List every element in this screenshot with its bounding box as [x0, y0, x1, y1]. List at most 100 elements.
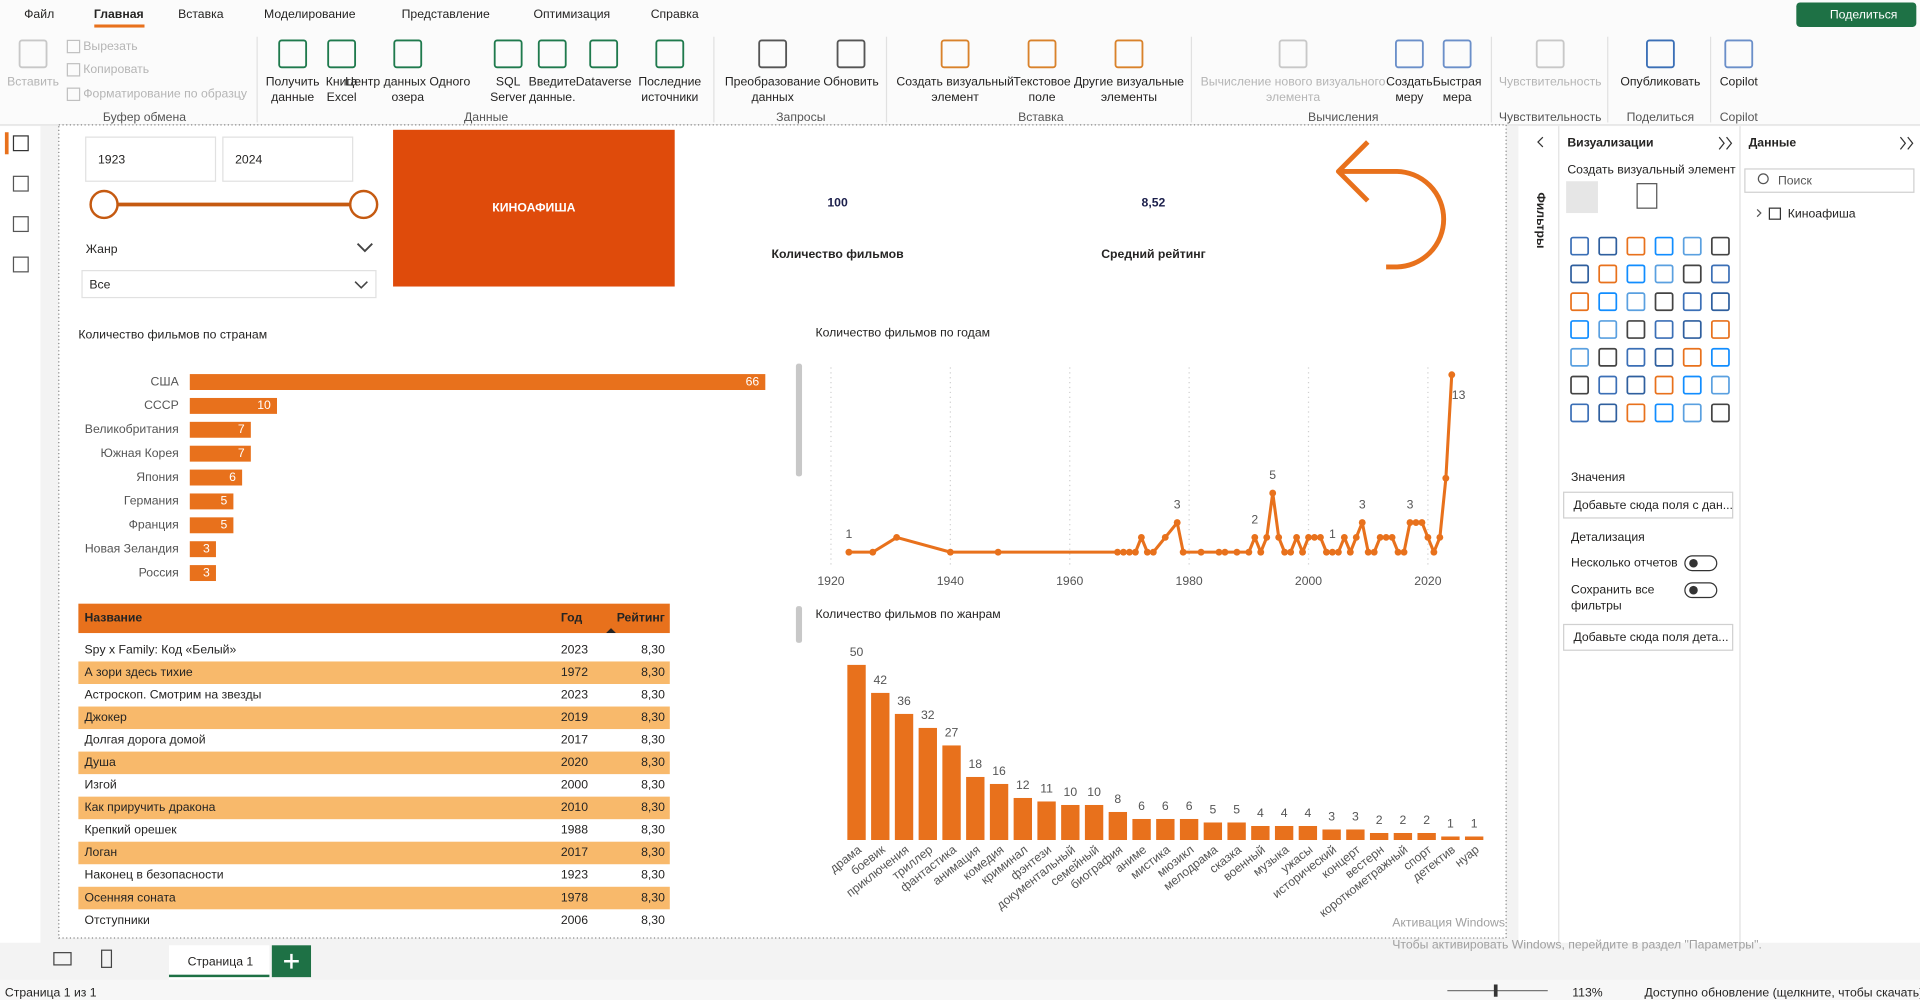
ribbon-button[interactable]: данные	[271, 90, 314, 104]
visual-icon[interactable]	[1654, 347, 1674, 367]
ribbon-button[interactable]: Преобразование	[725, 74, 821, 88]
ribbon-button[interactable]: озера	[391, 90, 424, 104]
visual-icon[interactable]	[1654, 320, 1674, 339]
ribbon-button[interactable]: Создать	[1386, 74, 1432, 88]
ribbon-button[interactable]: Введите	[529, 74, 576, 88]
visual-icon[interactable]	[1682, 320, 1702, 339]
visual-icon[interactable]	[1570, 403, 1590, 423]
visual-icon[interactable]	[1570, 347, 1590, 367]
ribbon-button[interactable]: Обновить	[823, 74, 878, 88]
zoom-thumb[interactable]	[1493, 984, 1498, 997]
visual-icon[interactable]	[1598, 292, 1618, 312]
ribbon-button[interactable]: Вырезать	[83, 39, 137, 53]
ribbon-button[interactable]: Быстрая	[1433, 74, 1482, 88]
visual-icon[interactable]	[1598, 236, 1618, 256]
ribbon-button[interactable]: мера	[1443, 90, 1472, 104]
ribbon-button[interactable]: данных	[751, 90, 793, 104]
ribbon-button[interactable]: Центр данных Одного	[345, 74, 470, 88]
ribbon-button[interactable]: Книга	[326, 74, 358, 88]
filters-title[interactable]: Фильтры	[1534, 192, 1548, 248]
menu-tab[interactable]: Вставка	[178, 7, 224, 21]
field-well[interactable]	[1563, 623, 1734, 651]
visual-icon[interactable]	[1654, 236, 1674, 256]
rail-model[interactable]	[12, 216, 29, 233]
ribbon-button[interactable]: элемент	[931, 90, 979, 104]
ribbon-button[interactable]: элементы	[1101, 90, 1157, 104]
ribbon-button[interactable]: Текстовое	[1013, 74, 1071, 88]
table-name[interactable]: Киноафиша	[1788, 207, 1856, 221]
ribbon-button[interactable]: данные.	[529, 90, 575, 104]
visual-icon[interactable]	[1598, 320, 1618, 339]
back-arrow[interactable]	[1335, 140, 1447, 270]
rail-report[interactable]	[12, 135, 29, 152]
visual-icon[interactable]	[1570, 264, 1590, 284]
visual-icon[interactable]	[1598, 375, 1618, 395]
visual-icon[interactable]	[1598, 347, 1618, 367]
visual-icon[interactable]	[1598, 403, 1618, 423]
visual-icon[interactable]	[1682, 375, 1702, 395]
share-button[interactable]	[1796, 2, 1917, 27]
ribbon-button[interactable]: Получить	[266, 74, 320, 88]
visual-icon[interactable]	[1570, 320, 1590, 339]
menu-tab[interactable]: Файл	[24, 7, 54, 21]
visual-icon[interactable]	[1710, 403, 1730, 423]
year-from-box[interactable]	[85, 136, 217, 182]
menu-tab[interactable]: Моделирование	[264, 7, 356, 21]
ribbon-button[interactable]: Последние	[638, 74, 701, 88]
ribbon-button[interactable]: источники	[641, 90, 698, 104]
menu-tab[interactable]: Справка	[651, 7, 699, 21]
visual-icon[interactable]	[1710, 320, 1730, 339]
visual-icon[interactable]	[1710, 292, 1730, 312]
visual-icon[interactable]	[1570, 375, 1590, 395]
ribbon-button[interactable]: Копировать	[83, 62, 149, 76]
pane-chevron[interactable]	[1899, 136, 1914, 150]
ribbon-button[interactable]: элемента	[1266, 90, 1320, 104]
visual-icon[interactable]	[1626, 264, 1646, 284]
visual-icon[interactable]	[1654, 403, 1674, 423]
format-tab[interactable]	[1636, 183, 1658, 209]
column-header[interactable]: Год	[561, 611, 583, 625]
visual-icon[interactable]	[1710, 347, 1730, 367]
visual-icon[interactable]	[1710, 375, 1730, 395]
menu-tab[interactable]: Оптимизация	[533, 7, 610, 21]
visual-icon[interactable]	[1626, 375, 1646, 395]
visual-icon[interactable]	[1682, 403, 1702, 423]
slider-handle[interactable]	[89, 189, 119, 220]
visual-icon[interactable]	[1682, 347, 1702, 367]
visual-icon[interactable]	[1682, 236, 1702, 256]
visual-icon[interactable]	[1654, 264, 1674, 284]
slider-handle[interactable]	[348, 189, 379, 220]
ribbon-button[interactable]: Вставить	[7, 74, 59, 88]
genre-dropdown[interactable]	[81, 269, 377, 299]
visual-icon[interactable]	[1626, 292, 1646, 312]
visual-icon[interactable]	[1654, 292, 1674, 312]
ribbon-button[interactable]: SQL	[496, 74, 521, 88]
visual-icon[interactable]	[1570, 292, 1590, 312]
ribbon-button[interactable]: Создать визуальный	[896, 74, 1013, 88]
field-well[interactable]	[1563, 491, 1734, 519]
pane-chevron[interactable]	[1718, 136, 1733, 150]
visual-icon[interactable]	[1626, 236, 1646, 256]
ribbon-button[interactable]: Опубликовать	[1620, 74, 1700, 88]
mobile-view[interactable]	[101, 949, 113, 968]
ribbon-button[interactable]: Чувствительность	[1499, 74, 1602, 88]
visual-icon[interactable]	[1654, 375, 1674, 395]
rail-table[interactable]	[12, 175, 29, 192]
ribbon-button[interactable]: Dataverse	[576, 74, 632, 88]
ribbon-button[interactable]: Copilot	[1720, 74, 1759, 88]
column-header[interactable]: Рейтинг	[617, 611, 665, 625]
search-box[interactable]	[1744, 168, 1915, 193]
column-header[interactable]: Название	[84, 611, 142, 625]
menu-tab[interactable]: Главная	[94, 7, 144, 21]
ribbon-button[interactable]: Форматирование по образцу	[83, 87, 248, 101]
visual-icon[interactable]	[1626, 320, 1646, 339]
visual-icon[interactable]	[1570, 236, 1590, 256]
menu-tab[interactable]: Представление	[402, 7, 490, 21]
visual-icon[interactable]	[1598, 264, 1618, 284]
status-update[interactable]: Доступно обновление (щелкните, чтобы ска…	[1644, 985, 1920, 999]
visual-icon[interactable]	[1682, 292, 1702, 312]
ribbon-button[interactable]: Excel	[327, 90, 357, 104]
ribbon-button[interactable]: Другие визуальные	[1074, 74, 1184, 88]
visual-icon[interactable]	[1626, 403, 1646, 423]
visual-icon[interactable]	[1626, 347, 1646, 367]
